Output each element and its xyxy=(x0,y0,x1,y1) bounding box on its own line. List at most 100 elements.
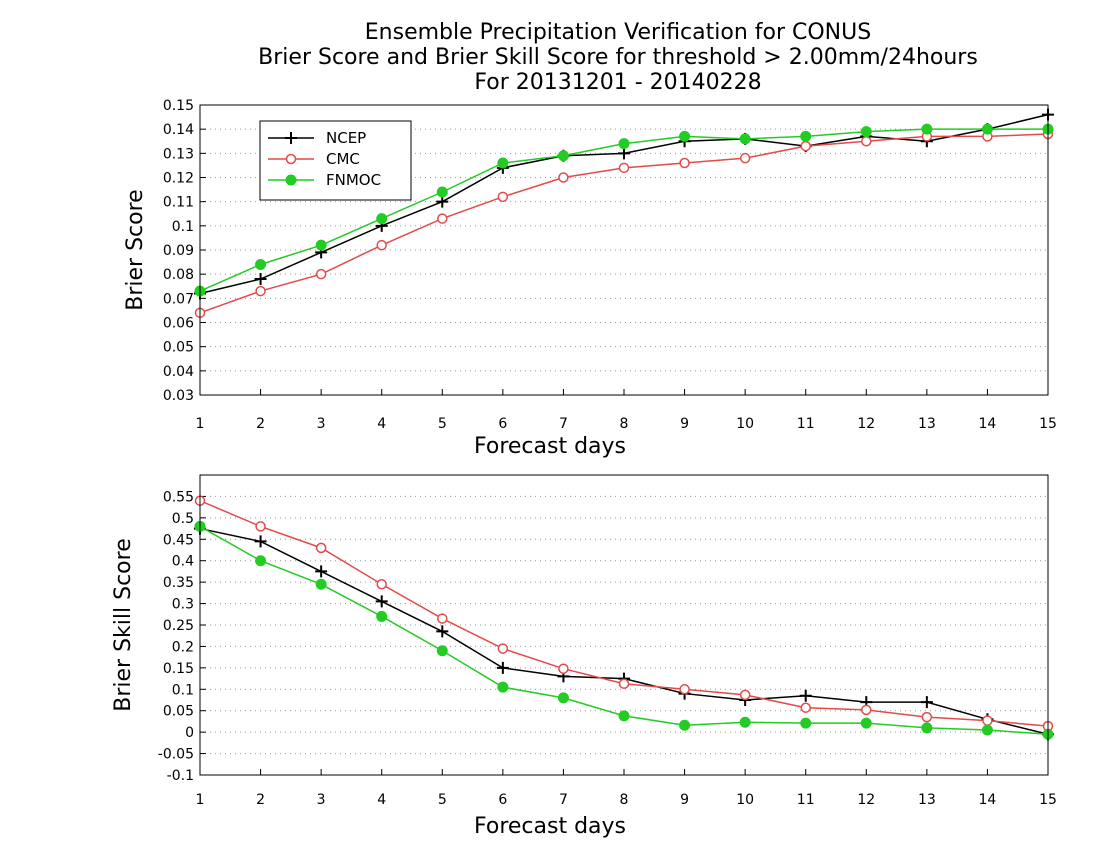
cmc-point xyxy=(558,663,569,674)
x-axis-label: Forecast days xyxy=(474,814,626,839)
cmc-point xyxy=(437,213,448,224)
cmc-point xyxy=(861,136,872,147)
fnmoc-point xyxy=(921,123,933,135)
x-tick-label: 4 xyxy=(377,792,386,808)
fnmoc-point xyxy=(679,719,691,731)
cmc-point xyxy=(679,684,690,695)
fnmoc-point xyxy=(255,259,267,270)
fnmoc-point xyxy=(981,724,993,736)
x-tick-label: 15 xyxy=(1039,416,1057,432)
y-axis-label: Brier Skill Score xyxy=(111,538,136,711)
y-tick-label: 0.1 xyxy=(172,219,194,235)
y-tick-label: 0.25 xyxy=(163,618,194,634)
x-tick-label: 6 xyxy=(498,792,507,808)
legend: NCEP CMC FNMOC xyxy=(259,120,412,201)
cmc-point xyxy=(800,140,811,152)
cmc-point xyxy=(618,162,630,174)
legend-fnmoc-label: FNMOC xyxy=(326,171,381,189)
ncep-point xyxy=(375,595,388,608)
x-tick-label: 2 xyxy=(256,416,265,432)
y-tick-label: 0.45 xyxy=(163,532,194,548)
y-tick-label: -0.05 xyxy=(158,747,194,763)
y-tick-label: 0.04 xyxy=(163,364,194,380)
legend-cmc-marker xyxy=(285,153,297,165)
chart-title-line-1: Ensemble Precipitation Verification for … xyxy=(365,20,871,45)
y-tick-label: 0.55 xyxy=(163,489,194,505)
y-tick-label: 0.4 xyxy=(172,554,194,570)
x-tick-label: 2 xyxy=(256,792,265,808)
x-tick-label: 3 xyxy=(317,416,326,432)
fnmoc-point xyxy=(376,610,388,622)
x-tick-label: 1 xyxy=(196,792,205,808)
cmc-point xyxy=(800,702,811,713)
x-tick-label: 7 xyxy=(559,792,568,808)
cmc-point xyxy=(497,191,509,203)
x-tick-label: 11 xyxy=(797,416,815,432)
y-tick-label: 0.13 xyxy=(163,146,194,162)
fnmoc-point xyxy=(618,138,630,150)
fnmoc-point xyxy=(739,133,751,145)
cmc-point xyxy=(315,268,327,280)
y-tick-label: 0.15 xyxy=(163,661,194,677)
fnmoc-point xyxy=(436,645,448,657)
legend-box xyxy=(259,120,412,201)
y-tick-label: 0.07 xyxy=(163,291,194,307)
chart-title-line-3: For 20131201 - 20140228 xyxy=(474,70,761,95)
x-tick-label: 14 xyxy=(979,792,997,808)
cmc-point xyxy=(255,521,266,532)
ncep-point xyxy=(315,565,328,578)
x-tick-label: 5 xyxy=(438,792,447,808)
ncep-point xyxy=(436,625,449,638)
cmc-point xyxy=(558,172,569,183)
cmc-point xyxy=(376,239,387,251)
x-tick-label: 4 xyxy=(377,416,386,432)
x-tick-label: 12 xyxy=(857,416,875,432)
ncep-point xyxy=(496,661,509,674)
cmc-point xyxy=(315,542,327,554)
x-tick-label: 9 xyxy=(680,416,689,432)
plot-frame xyxy=(199,104,1049,396)
y-tick-label: 0.03 xyxy=(163,388,194,404)
y-tick-label: 0.06 xyxy=(163,316,194,332)
cmc-point xyxy=(376,579,387,590)
plot-frame xyxy=(199,474,1049,776)
x-tick-label: 14 xyxy=(979,416,997,432)
legend-fnmoc-marker xyxy=(285,174,297,186)
fnmoc-point xyxy=(800,130,812,142)
fnmoc-point xyxy=(315,239,327,251)
fnmoc-point xyxy=(679,130,691,142)
y-tick-label: -0.1 xyxy=(167,768,194,784)
x-tick-label: 10 xyxy=(736,792,754,808)
legend-cmc-label: CMC xyxy=(326,150,360,168)
x-tick-label: 1 xyxy=(196,416,205,432)
x-tick-label: 11 xyxy=(797,792,815,808)
x-tick-label: 5 xyxy=(438,416,447,432)
ncep-point xyxy=(436,195,449,208)
fnmoc-point xyxy=(255,555,267,567)
cmc-point xyxy=(982,715,993,726)
x-axis-label: Forecast days xyxy=(474,434,626,459)
y-tick-label: 0.2 xyxy=(172,639,194,655)
x-tick-label: 3 xyxy=(317,792,326,808)
y-tick-label: 0.05 xyxy=(163,704,194,720)
ncep-point xyxy=(799,689,812,702)
fnmoc-point xyxy=(436,186,448,198)
cmc-point xyxy=(921,711,933,723)
cmc-point xyxy=(437,613,448,624)
fnmoc-point xyxy=(618,710,630,722)
x-tick-label: 9 xyxy=(680,792,689,808)
fnmoc-point xyxy=(739,716,751,728)
chart-title-line-2: Brier Score and Brier Skill Score for th… xyxy=(258,45,978,70)
x-tick-label: 10 xyxy=(736,416,754,432)
cmc-point xyxy=(497,643,509,654)
y-tick-label: 0.05 xyxy=(163,340,194,356)
fnmoc-point xyxy=(557,692,569,704)
fnmoc-point xyxy=(497,681,509,693)
brier-score-panel: 0.03 0.04 0.05 0.06 0.07 0.08 0.09 0.1 0.11 0.12 0… xyxy=(123,98,1057,459)
legend-ncep-label: NCEP xyxy=(326,129,366,147)
y-axis-label: Brier Score xyxy=(123,189,148,310)
cmc-point xyxy=(618,678,630,689)
fnmoc-point xyxy=(921,722,933,734)
